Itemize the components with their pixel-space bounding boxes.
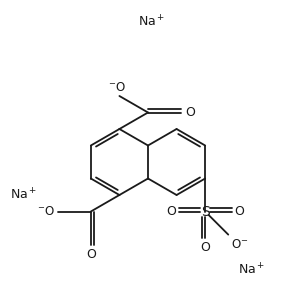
Text: S: S xyxy=(201,205,210,218)
Text: $^{-}$O: $^{-}$O xyxy=(108,81,126,94)
Text: Na$^+$: Na$^+$ xyxy=(139,14,166,29)
Text: O: O xyxy=(86,249,96,261)
Text: Na$^+$: Na$^+$ xyxy=(238,262,265,277)
Text: O: O xyxy=(166,205,176,218)
Text: O: O xyxy=(200,241,210,254)
Text: O: O xyxy=(185,106,195,119)
Text: O$^{-}$: O$^{-}$ xyxy=(231,238,249,251)
Text: O: O xyxy=(234,205,245,218)
Text: Na$^+$: Na$^+$ xyxy=(10,187,37,203)
Text: $^{-}$O: $^{-}$O xyxy=(37,205,55,218)
